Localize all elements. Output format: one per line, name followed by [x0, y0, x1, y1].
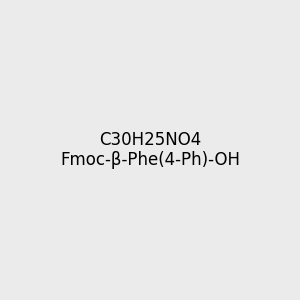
Text: C30H25NO4
Fmoc-β-Phe(4-Ph)-OH: C30H25NO4 Fmoc-β-Phe(4-Ph)-OH — [60, 130, 240, 170]
